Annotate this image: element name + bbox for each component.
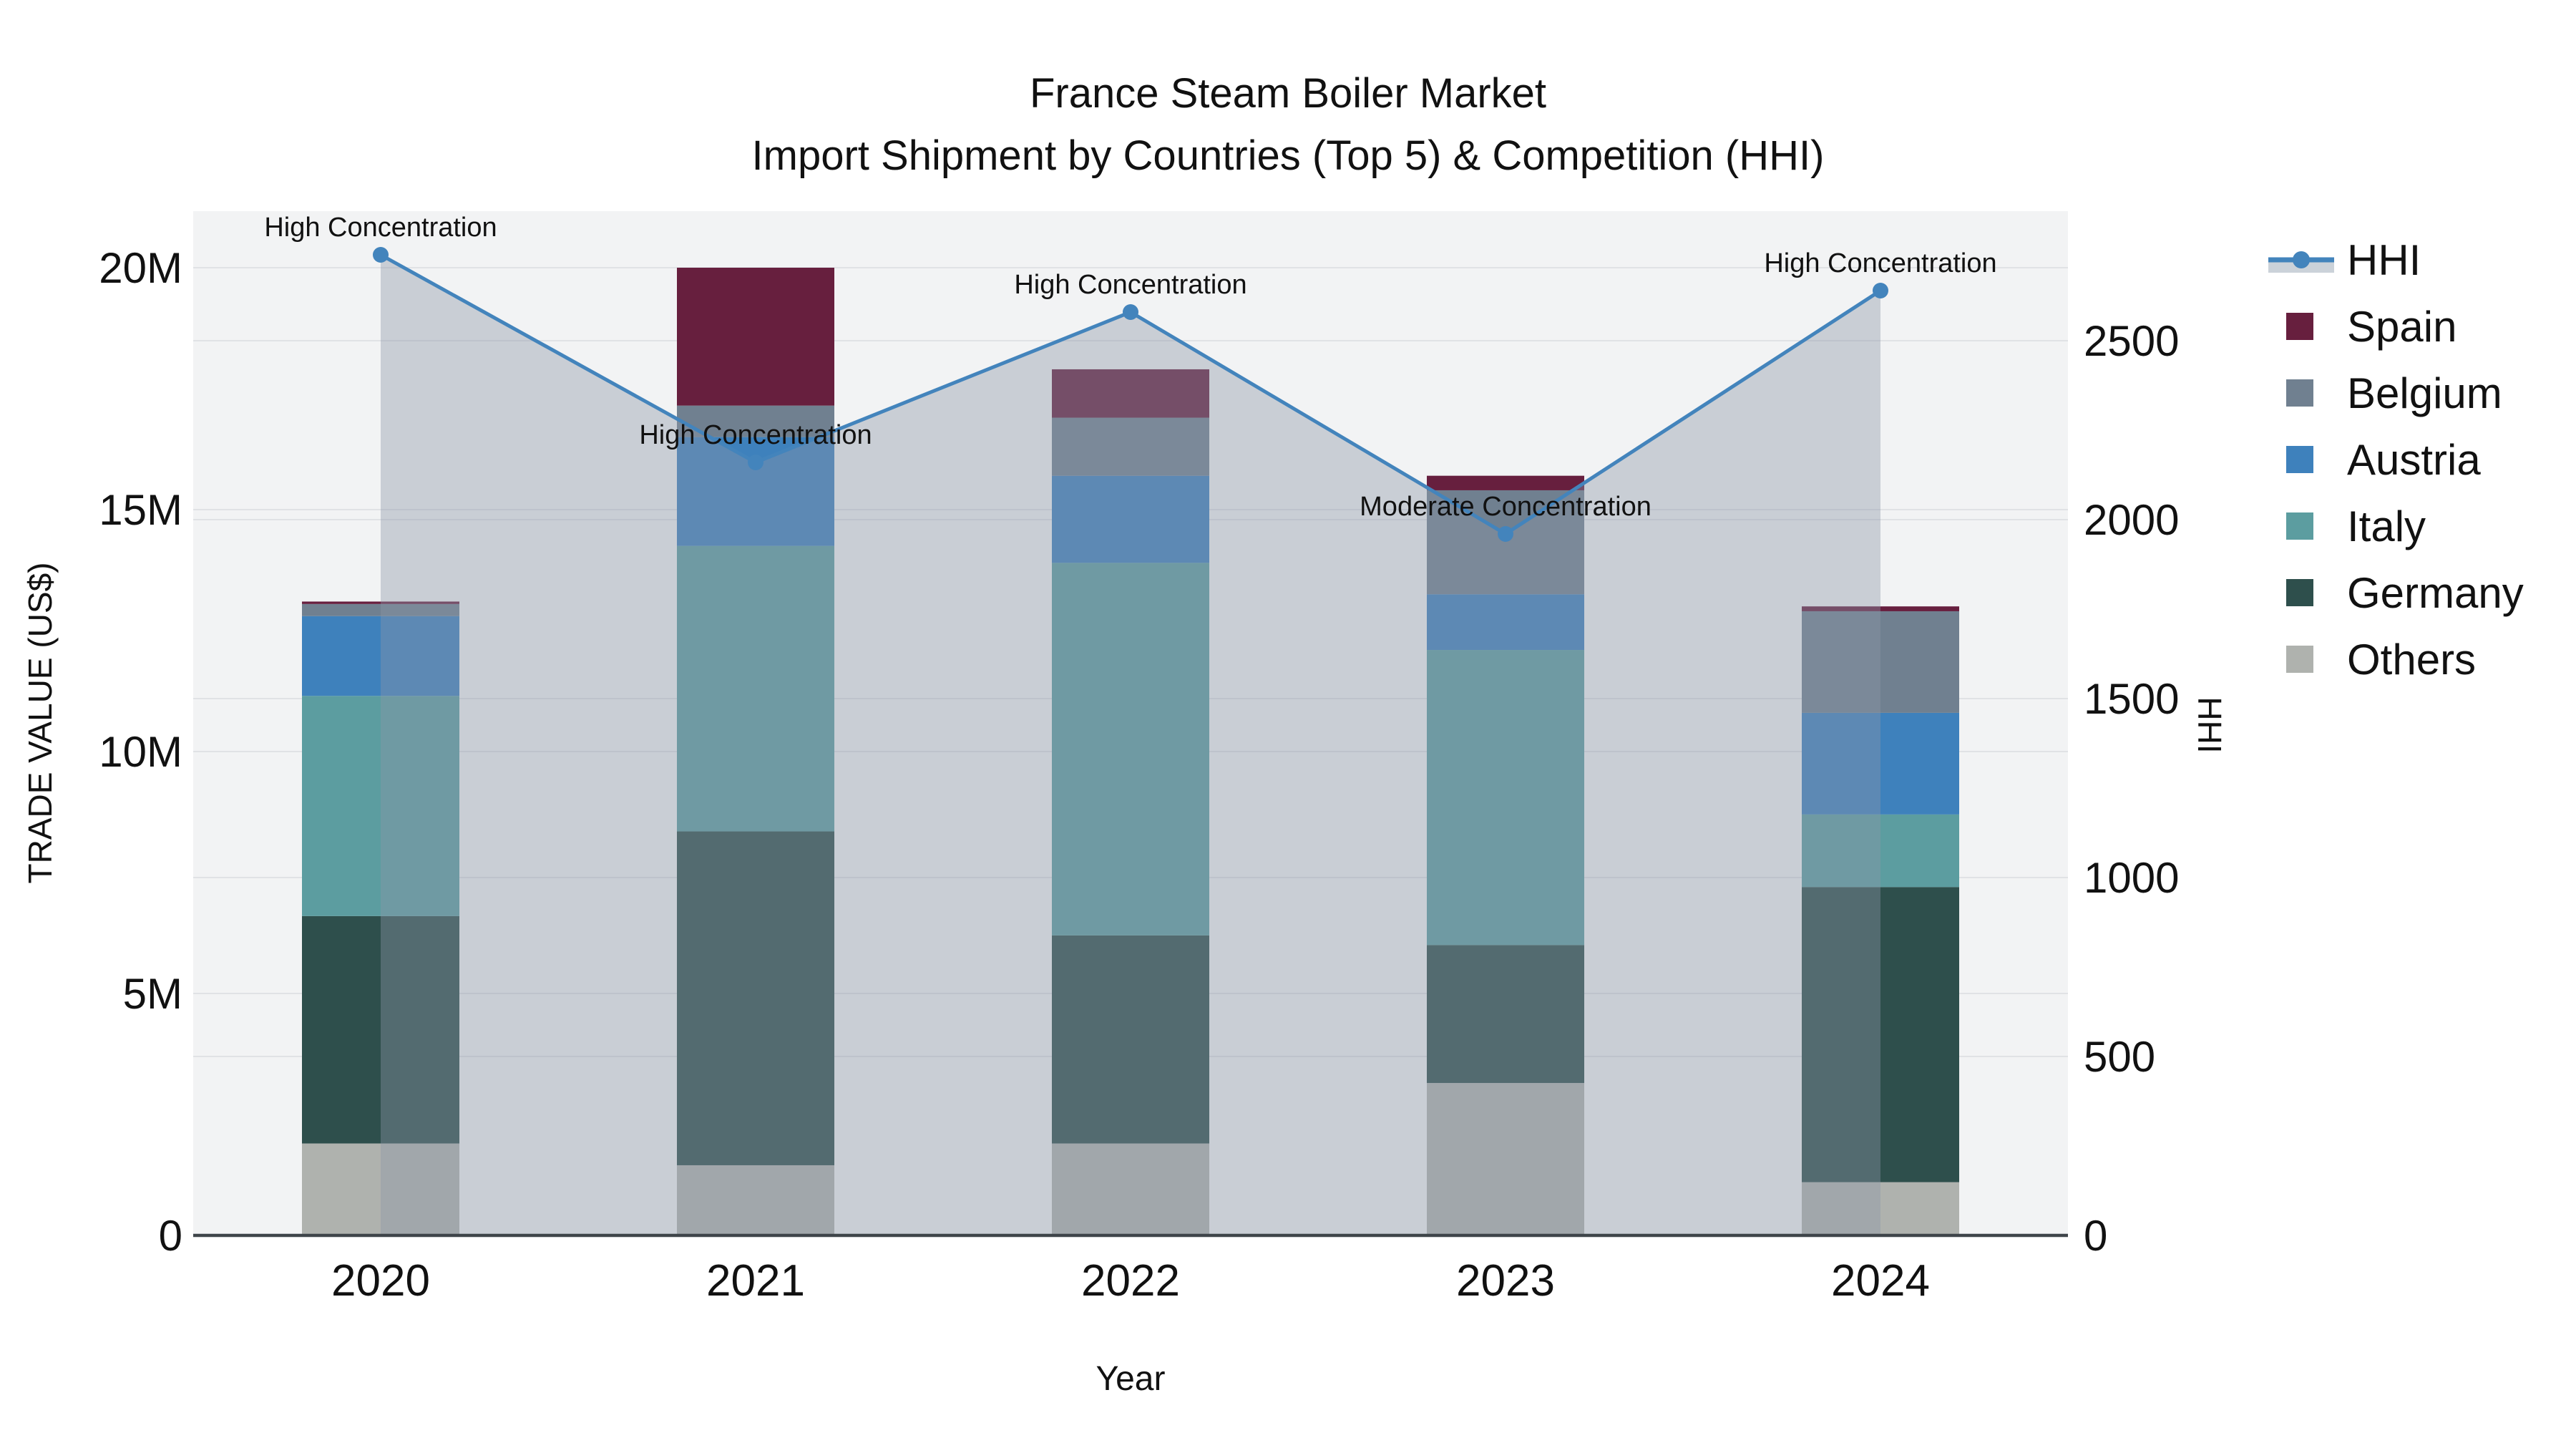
hhi-line-series: [373, 247, 1888, 542]
y-left-tick-0: 0: [159, 1212, 182, 1260]
legend-item-hhi[interactable]: HHI: [2268, 236, 2421, 284]
y-left-tick-20M: 20M: [99, 244, 182, 292]
legend-label-austria: Austria: [2347, 436, 2481, 484]
bar-segment-italy-2021: [677, 545, 834, 832]
bar-segment-spain-2024: [1802, 606, 1959, 611]
annotations: High Concentration High Concentration High…: [264, 213, 1996, 522]
legend-label-hhi: HHI: [2347, 236, 2421, 284]
bar-segment-italy-2020: [302, 696, 459, 916]
legend-label-others: Others: [2347, 636, 2476, 684]
annotation-2021: High Concentration: [639, 420, 872, 450]
x-tick-2021: 2021: [706, 1256, 805, 1306]
annotation-2022: High Concentration: [1014, 270, 1246, 300]
bar-segment-others-2020: [302, 1143, 459, 1235]
bar-segment-belgium-2023: [1427, 490, 1584, 595]
legend: HHI Spain Belgium Austria Italy Germany Others: [2268, 236, 2524, 684]
x-tick-2024: 2024: [1831, 1256, 1930, 1306]
stacked-bars: [302, 268, 1959, 1235]
bar-segment-belgium-2020: [302, 603, 459, 616]
bar-segment-germany-2020: [302, 915, 459, 1144]
legend-item-belgium[interactable]: Belgium: [2286, 369, 2502, 417]
legend-item-spain[interactable]: Spain: [2286, 303, 2457, 351]
legend-label-spain: Spain: [2347, 303, 2457, 351]
legend-label-germany: Germany: [2347, 569, 2524, 617]
hhi-marker-2021: [748, 455, 763, 470]
annotation-2020: High Concentration: [264, 213, 497, 243]
hhi-marker-2020: [373, 247, 389, 263]
hhi-marker-2024: [1873, 283, 1888, 298]
bar-segment-italy-2022: [1052, 563, 1209, 936]
bar-segment-others-2023: [1427, 1083, 1584, 1235]
x-tick-2020: 2020: [331, 1256, 430, 1306]
bar-segment-belgium-2024: [1802, 611, 1959, 713]
legend-swatch-belgium: [2286, 379, 2313, 407]
annotation-2024: High Concentration: [1764, 248, 1996, 278]
y-left-tick-5M: 5M: [123, 970, 182, 1018]
legend-swatch-germany: [2286, 579, 2313, 606]
bar-segment-spain-2023: [1427, 475, 1584, 490]
bar-segment-germany-2023: [1427, 945, 1584, 1084]
y-right-tick-1000: 1000: [2084, 854, 2179, 902]
legend-swatch-italy: [2286, 512, 2313, 540]
hhi-marker-2022: [1123, 304, 1138, 320]
x-tick-2023: 2023: [1456, 1256, 1555, 1306]
bar-segment-germany-2024: [1802, 887, 1959, 1182]
legend-swatch-spain: [2286, 313, 2313, 340]
bar-segment-spain-2020: [302, 601, 459, 604]
bar-segment-austria-2022: [1052, 475, 1209, 563]
y-right-tick-500: 500: [2084, 1033, 2155, 1081]
bar-segment-germany-2022: [1052, 935, 1209, 1144]
x-axis-title: Year: [1096, 1360, 1166, 1398]
y-right-tick-0: 0: [2084, 1212, 2107, 1260]
y-right-tick-2500: 2500: [2084, 317, 2179, 365]
bar-segment-germany-2021: [677, 831, 834, 1165]
bar-segment-austria-2023: [1427, 594, 1584, 651]
hhi-area-fill: [381, 255, 1880, 1235]
chart-subtitle: Import Shipment by Countries (Top 5) & C…: [752, 132, 1825, 179]
tick-labels: 0 5M 10M 15M 20M 0 500 1000 1500 2000 2500 2020 2021…: [99, 244, 2179, 1306]
chart-title: France Steam Boiler Market: [1030, 70, 1546, 117]
bar-segment-spain-2022: [1052, 369, 1209, 418]
bar-segment-austria-2024: [1802, 712, 1959, 815]
hhi-marker-2023: [1498, 526, 1513, 542]
y-right-tick-1500: 1500: [2084, 675, 2179, 723]
y-left-tick-15M: 15M: [99, 486, 182, 534]
bar-segment-belgium-2022: [1052, 417, 1209, 476]
legend-hhi-marker-sample: [2293, 251, 2310, 268]
legend-label-italy: Italy: [2347, 502, 2426, 550]
legend-label-belgium: Belgium: [2347, 369, 2502, 417]
legend-item-italy[interactable]: Italy: [2286, 502, 2426, 550]
bar-segment-spain-2021: [677, 268, 834, 406]
y-left-axis-title: TRADE VALUE (US$): [21, 562, 59, 883]
y-right-tick-2000: 2000: [2084, 496, 2179, 544]
bar-segment-austria-2020: [302, 616, 459, 696]
hhi-area: [381, 255, 1880, 1235]
y-right-axis-title: HHI: [2191, 696, 2228, 753]
legend-swatch-austria: [2286, 446, 2313, 473]
y-left-tick-10M: 10M: [99, 728, 182, 776]
bar-segment-italy-2024: [1802, 814, 1959, 888]
bar-segment-others-2022: [1052, 1143, 1209, 1235]
annotation-2023: Moderate Concentration: [1360, 492, 1652, 522]
legend-item-others[interactable]: Others: [2286, 636, 2476, 684]
legend-swatch-others: [2286, 646, 2313, 673]
legend-item-austria[interactable]: Austria: [2286, 436, 2481, 484]
legend-item-germany[interactable]: Germany: [2286, 569, 2524, 617]
bar-segment-italy-2023: [1427, 650, 1584, 946]
x-tick-2022: 2022: [1081, 1256, 1180, 1306]
bar-segment-others-2021: [677, 1165, 834, 1235]
bar-segment-others-2024: [1802, 1182, 1959, 1235]
